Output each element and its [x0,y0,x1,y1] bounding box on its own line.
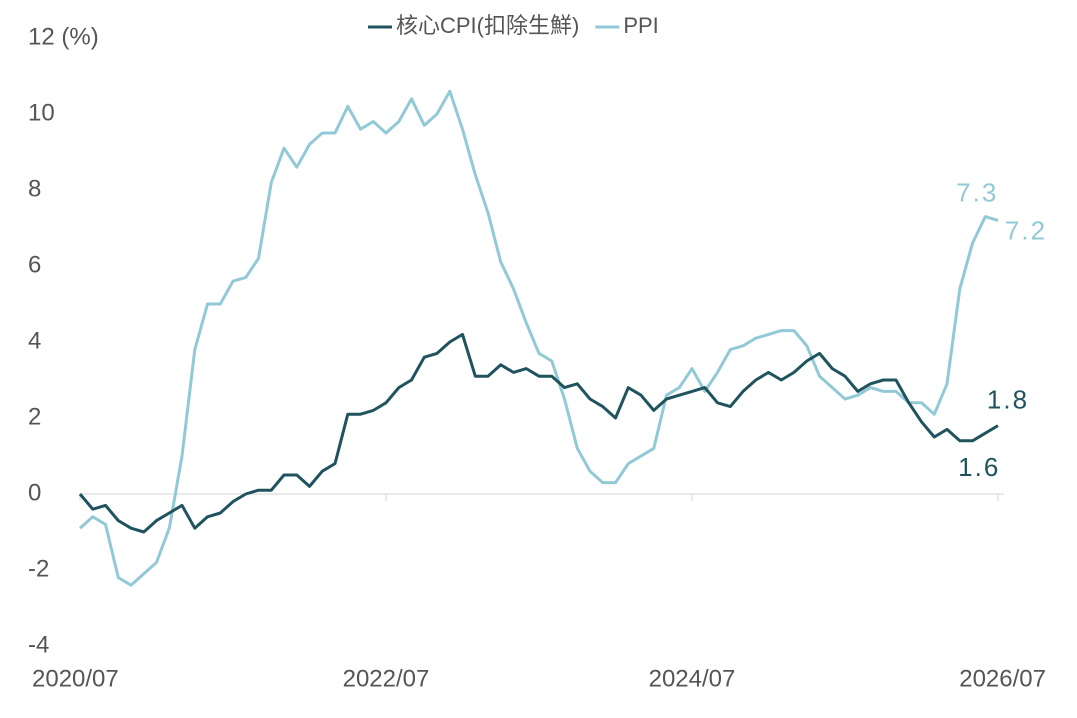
y-tick-label: -2 [28,555,49,582]
y-tick-label: 10 [28,99,55,126]
data-label: 7.2 [1005,215,1047,245]
data-label: 7.3 [956,177,998,207]
y-tick-label: 6 [28,251,41,278]
data-label: 1.8 [987,384,1029,414]
x-tick-label: 2022/07 [343,665,430,692]
y-tick-label: 12 (%) [28,23,99,50]
y-tick-label: 8 [28,175,41,202]
y-tick-label: 2 [28,403,41,430]
y-tick-label: 0 [28,479,41,506]
legend-label: 核心CPI(扣除生鮮) [396,13,579,38]
series-line [79,89,999,587]
legend-label: PPI [623,13,658,38]
x-tick-label: 2026/07 [959,665,1046,692]
series-line [78,332,999,534]
y-tick-label: 4 [28,327,41,354]
y-tick-label: -4 [28,631,49,658]
data-label: 1.6 [958,452,1000,482]
x-tick-label: 2020/07 [32,665,119,692]
x-tick-label: 2024/07 [649,665,736,692]
